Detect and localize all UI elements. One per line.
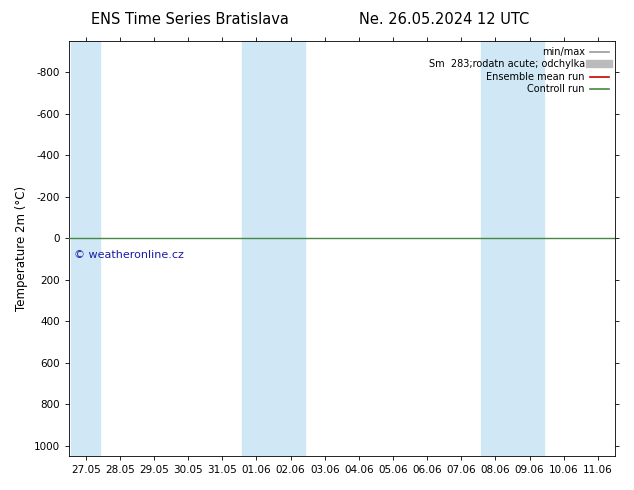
Bar: [481, 41, 544, 456]
Legend: min/max, Sm  283;rodatn acute; odchylka, Ensemble mean run, Controll run: min/max, Sm 283;rodatn acute; odchylka, …: [425, 43, 613, 98]
Text: © weatheronline.cz: © weatheronline.cz: [74, 250, 184, 260]
Bar: [72, 41, 100, 456]
Text: ENS Time Series Bratislava: ENS Time Series Bratislava: [91, 12, 289, 27]
Bar: [242, 41, 305, 456]
Text: Ne. 26.05.2024 12 UTC: Ne. 26.05.2024 12 UTC: [359, 12, 529, 27]
Y-axis label: Temperature 2m (°C): Temperature 2m (°C): [15, 186, 28, 311]
